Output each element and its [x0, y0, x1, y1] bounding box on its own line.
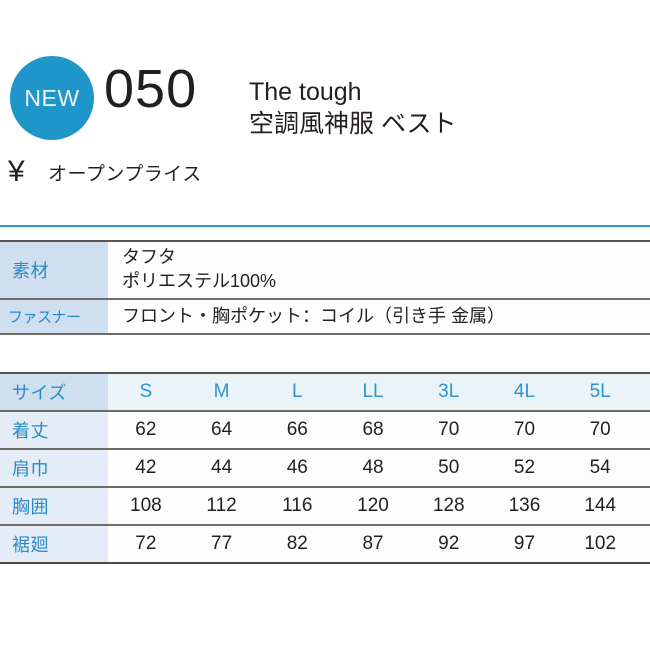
fastener-label: ファスナー	[0, 300, 108, 333]
measurement-cell: 102	[584, 533, 617, 554]
measurement-cell: 92	[438, 533, 460, 554]
measurement-cell: 128	[432, 495, 465, 516]
new-badge-label: NEW	[24, 84, 80, 111]
measurement-cell: 77	[211, 533, 233, 554]
size-header-cell: M	[213, 381, 230, 402]
product-title-japanese: 空調風神服 ベスト	[249, 110, 457, 138]
size-header-cell: 3L	[438, 381, 460, 402]
measurement-label: 胸囲	[0, 488, 108, 524]
size-table-header-row: サイズ S M L LL 3L 4L 5L	[0, 374, 650, 412]
table-row: 胸囲 108 112 116 120 128 136 144	[0, 488, 650, 526]
table-row-fastener: ファスナー フロント・胸ポケット：コイル（引き手 金属）	[0, 300, 650, 335]
measurement-cell: 70	[589, 419, 611, 440]
measurement-cell: 97	[513, 533, 536, 554]
price-text: オープンプライス	[48, 163, 202, 185]
measurement-cell: 52	[513, 457, 536, 478]
measurement-cell: 108	[130, 495, 162, 516]
measurement-cell: 50	[438, 457, 460, 478]
measurement-cell: 70	[513, 419, 536, 440]
measurement-cell: 62	[135, 419, 157, 440]
price-row: ¥ オープンプライス	[8, 157, 202, 187]
measurement-cell: 42	[135, 457, 157, 478]
size-header-cell: 5L	[589, 381, 611, 402]
material-line-2: ポリエステル100%	[122, 271, 277, 291]
material-line-1: タフタ	[122, 247, 176, 268]
table-row: 裾廻 72 77 82 87 92 97 102	[0, 526, 650, 564]
measurement-cells: 108 112 116 120 128 136 144	[108, 488, 650, 524]
measurement-cell: 112	[206, 495, 237, 516]
size-header-cell: L	[292, 381, 303, 402]
measurement-cells: 62 64 66 68 70 70 70	[108, 412, 650, 448]
measurement-cell: 70	[438, 419, 460, 440]
specification-table: 素材 タフタ ポリエステル100% ファスナー フロント・胸ポケット：コイル（引…	[0, 240, 650, 335]
measurement-cell: 54	[589, 457, 611, 478]
table-row-material: 素材 タフタ ポリエステル100%	[0, 242, 650, 300]
size-table: サイズ S M L LL 3L 4L 5L 着丈 62 64 66 68 70 …	[0, 372, 650, 564]
size-header-cell: 4L	[513, 381, 536, 402]
measurement-cells: 72 77 82 87 92 97 102	[108, 526, 650, 562]
size-header-cells: S M L LL 3L 4L 5L	[108, 374, 650, 410]
table-row: 肩巾 42 44 46 48 50 52 54	[0, 450, 650, 488]
measurement-label: 裾廻	[0, 526, 108, 562]
measurement-cell: 136	[508, 495, 541, 516]
fastener-value: フロント・胸ポケット：コイル（引き手 金属）	[108, 300, 650, 333]
model-number: 050	[104, 59, 198, 119]
measurement-cell: 120	[357, 495, 389, 516]
measurement-cell: 64	[211, 419, 233, 440]
measurement-label: 肩巾	[0, 450, 108, 486]
material-value: タフタ ポリエステル100%	[108, 242, 650, 298]
product-header: NEW 050 The tough 空調風神服 ベスト ¥ オープンプライス	[0, 0, 650, 215]
size-header-label: サイズ	[0, 374, 108, 410]
measurement-cell: 72	[135, 533, 157, 554]
measurement-cell: 48	[362, 457, 384, 478]
measurement-cell: 144	[584, 495, 617, 516]
new-badge: NEW	[10, 56, 94, 140]
measurement-cell: 46	[286, 457, 308, 478]
measurement-cell: 68	[362, 419, 384, 440]
yen-icon: ¥	[8, 155, 25, 188]
size-header-cell: LL	[362, 381, 384, 402]
product-title: The tough 空調風神服 ベスト	[249, 76, 456, 140]
measurement-cell: 116	[282, 495, 313, 516]
material-label: 素材	[0, 242, 108, 298]
table-row: 着丈 62 64 66 68 70 70 70	[0, 412, 650, 450]
measurement-label: 着丈	[0, 412, 108, 448]
accent-divider	[0, 225, 650, 227]
measurement-cell: 66	[286, 419, 308, 440]
measurement-cells: 42 44 46 48 50 52 54	[108, 450, 650, 486]
measurement-cell: 87	[362, 533, 384, 554]
measurement-cell: 44	[211, 457, 233, 478]
size-header-cell: S	[139, 381, 153, 402]
product-title-english: The tough	[249, 78, 362, 106]
measurement-cell: 82	[286, 533, 308, 554]
